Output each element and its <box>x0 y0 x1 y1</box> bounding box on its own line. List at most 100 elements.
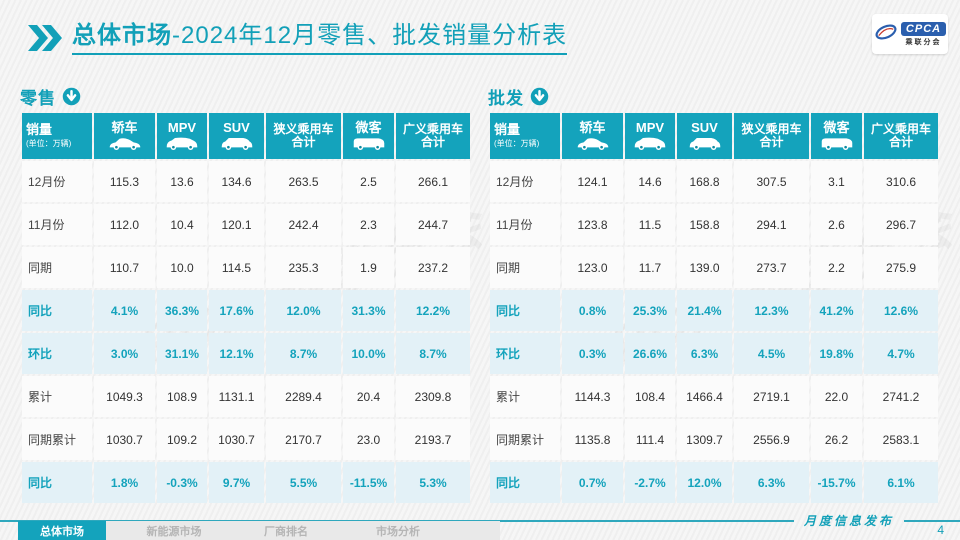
row-label: 同比 <box>490 290 560 331</box>
retail-table-container: 销量 (单位：万辆) 轿车 MPV SUV 狭义乘用车 合计 微客 广义乘用车 合计 12月份 115… <box>20 111 470 505</box>
table-cell: 275.9 <box>864 247 938 288</box>
table-cell: 294.1 <box>734 204 809 245</box>
footer-tab[interactable]: 新能源市场 <box>146 525 202 538</box>
table-cell: 2.2 <box>811 247 862 288</box>
table-row: 12月份 124.1 14.6 168.8 307.5 3.1 310.6 <box>490 161 938 202</box>
table-cell: 22.0 <box>811 376 862 417</box>
footer-rule-right <box>904 519 960 522</box>
table-cell: 6.3% <box>677 333 732 374</box>
table-cell: 124.1 <box>562 161 623 202</box>
table-cell: 10.0 <box>157 247 207 288</box>
table-cell: 0.8% <box>562 290 623 331</box>
row-label: 同比 <box>22 462 92 503</box>
table-cell: 123.0 <box>562 247 623 288</box>
column-header: 销量 (单位：万辆) <box>22 113 92 159</box>
table-cell: 4.7% <box>864 333 938 374</box>
table-cell: 5.5% <box>266 462 341 503</box>
wholesale-table-container: 销量 (单位：万辆) 轿车 MPV SUV 狭义乘用车 合计 微客 广义乘用车 合计 12月份 124… <box>488 111 938 505</box>
table-cell: 11.5 <box>625 204 675 245</box>
table-cell: 2309.8 <box>396 376 470 417</box>
table-cell: 10.4 <box>157 204 207 245</box>
table-cell: 12.1% <box>209 333 264 374</box>
row-label: 累计 <box>22 376 92 417</box>
column-header: 销量 (单位：万辆) <box>490 113 560 159</box>
table-cell: 31.1% <box>157 333 207 374</box>
table-cell: 310.6 <box>864 161 938 202</box>
table-cell: 263.5 <box>266 161 341 202</box>
table-cell: 11.7 <box>625 247 675 288</box>
table-cell: 0.3% <box>562 333 623 374</box>
column-header: SUV <box>209 113 264 159</box>
table-cell: 244.7 <box>396 204 470 245</box>
table-cell: 108.9 <box>157 376 207 417</box>
column-header: MPV <box>157 113 207 159</box>
page-title-prefix: 总体市场 <box>72 22 172 49</box>
page-header: 总体市场-2024年12月零售、批发销量分析表 <box>28 22 568 55</box>
table-cell: 109.2 <box>157 419 207 460</box>
footer-tab[interactable]: 总体市场 <box>18 521 106 540</box>
table-cell: 21.4% <box>677 290 732 331</box>
column-header: 广义乘用车 合计 <box>396 113 470 159</box>
table-cell: 2193.7 <box>396 419 470 460</box>
retail-section: 零售 销量 (单位：万辆) 轿车 MPV SUV 狭义乘用车 合计 微客 广义乘用车 合计 12月份… <box>20 84 470 505</box>
sedan-icon <box>94 136 155 151</box>
table-cell: 41.2% <box>811 290 862 331</box>
table-cell: 4.1% <box>94 290 155 331</box>
suv-icon <box>209 136 264 151</box>
page-number: 4 <box>937 523 944 537</box>
wholesale-section-header: 批发 <box>488 84 934 108</box>
table-cell: 36.3% <box>157 290 207 331</box>
table-cell: 2583.1 <box>864 419 938 460</box>
table-row: 11月份 123.8 11.5 158.8 294.1 2.6 296.7 <box>490 204 938 245</box>
table-cell: 6.1% <box>864 462 938 503</box>
table-row: 累计 1144.3 108.4 1466.4 2719.1 22.0 2741.2 <box>490 376 938 417</box>
table-cell: -11.5% <box>343 462 394 503</box>
publish-label: 月度信息发布 <box>803 514 894 528</box>
mpv-icon <box>157 136 207 151</box>
table-cell: 26.6% <box>625 333 675 374</box>
table-cell: 6.3% <box>734 462 809 503</box>
table-cell: 2741.2 <box>864 376 938 417</box>
table-cell: 307.5 <box>734 161 809 202</box>
suv-icon <box>677 136 732 151</box>
table-row: 环比 3.0% 31.1% 12.1% 8.7% 10.0% 8.7% <box>22 333 470 374</box>
footer-tab[interactable]: 厂商排名 <box>264 525 308 538</box>
row-label: 同期累计 <box>490 419 560 460</box>
table-cell: 1.9 <box>343 247 394 288</box>
footer-tab[interactable]: 市场分析 <box>376 525 420 538</box>
van-icon <box>811 136 862 151</box>
table-cell: 114.5 <box>209 247 264 288</box>
table-cell: 12.0% <box>677 462 732 503</box>
down-arrow-circle-icon <box>62 87 81 106</box>
column-header: 微客 <box>811 113 862 159</box>
table-cell: 2556.9 <box>734 419 809 460</box>
table-cell: 108.4 <box>625 376 675 417</box>
table-row: 同比 1.8% -0.3% 9.7% 5.5% -11.5% 5.3% <box>22 462 470 503</box>
table-cell: 2.6 <box>811 204 862 245</box>
table-cell: 0.7% <box>562 462 623 503</box>
table-row: 同期 123.0 11.7 139.0 273.7 2.2 275.9 <box>490 247 938 288</box>
table-cell: 5.3% <box>396 462 470 503</box>
table-cell: 120.1 <box>209 204 264 245</box>
table-cell: 9.7% <box>209 462 264 503</box>
table-cell: 112.0 <box>94 204 155 245</box>
column-header: 狭义乘用车 合计 <box>266 113 341 159</box>
table-row: 同比 0.7% -2.7% 12.0% 6.3% -15.7% 6.1% <box>490 462 938 503</box>
row-label: 同期累计 <box>22 419 92 460</box>
table-cell: -15.7% <box>811 462 862 503</box>
table-cell: 12.2% <box>396 290 470 331</box>
table-cell: 168.8 <box>677 161 732 202</box>
row-label: 11月份 <box>22 204 92 245</box>
table-cell: 3.1 <box>811 161 862 202</box>
column-header: 广义乘用车 合计 <box>864 113 938 159</box>
table-cell: 23.0 <box>343 419 394 460</box>
table-row: 同期 110.7 10.0 114.5 235.3 1.9 237.2 <box>22 247 470 288</box>
table-cell: 25.3% <box>625 290 675 331</box>
table-cell: 139.0 <box>677 247 732 288</box>
table-cell: 26.2 <box>811 419 862 460</box>
page-title: 总体市场-2024年12月零售、批发销量分析表 <box>72 22 568 55</box>
table-cell: 158.8 <box>677 204 732 245</box>
header-row: 销量 (单位：万辆) 轿车 MPV SUV 狭义乘用车 合计 微客 广义乘用车 合计 <box>22 113 470 159</box>
table-cell: 10.0% <box>343 333 394 374</box>
